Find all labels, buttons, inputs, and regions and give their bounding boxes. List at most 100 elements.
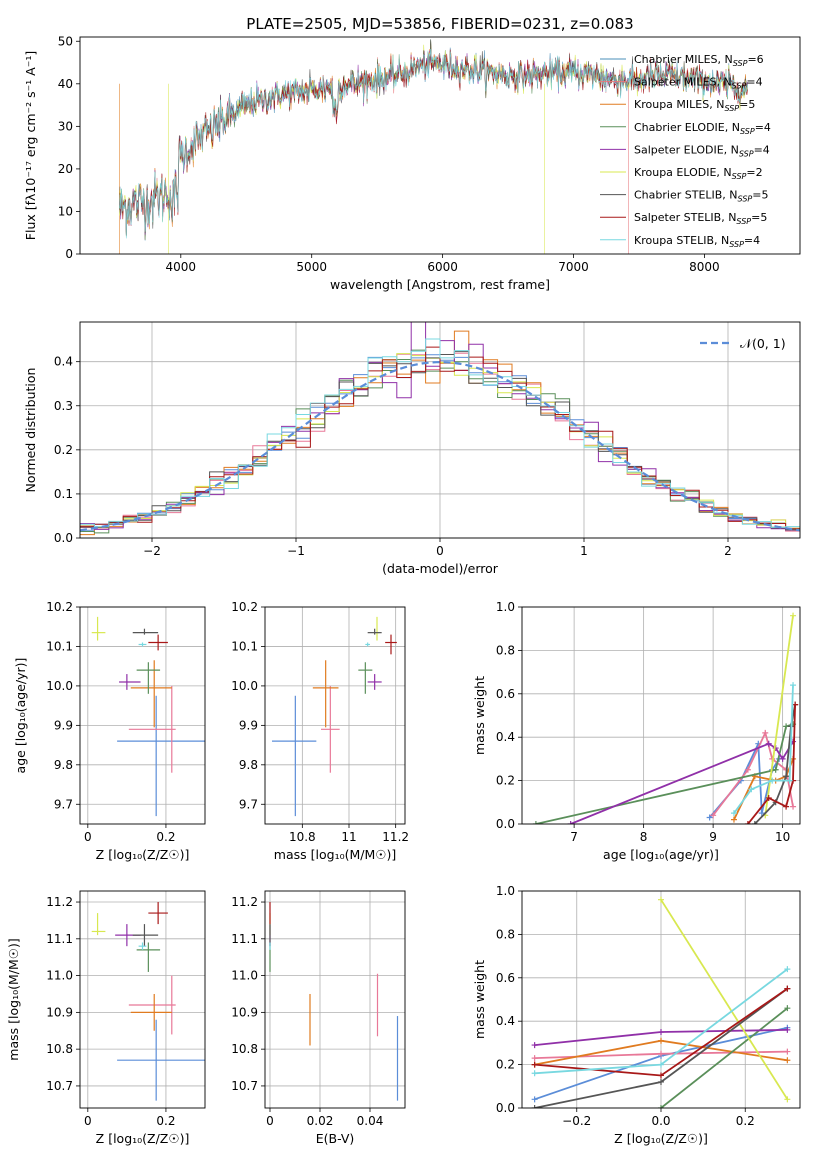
x-tick-label: 0 [266,1114,274,1128]
x-tick-label: −2 [143,544,161,558]
x-tick-label: 9 [709,830,717,844]
y-tick-label: 9.7 [54,797,73,811]
y-tick-label: 9.8 [239,758,258,772]
axes-frame [521,890,801,1109]
x-tick-label: 7000 [558,260,589,274]
plot-area [531,896,791,1108]
plot-area [91,902,205,1101]
weight-marker [532,821,539,824]
weight-marker [710,812,717,819]
weight-marker [531,1061,538,1068]
weight-marker [567,821,574,824]
x-axis-label: Z [log₁₀(Z/Z☉)] [96,1131,190,1146]
y-tick-label: 10 [58,204,73,218]
legend-label: Salpeter MILES, NSSP=4 [634,76,763,91]
panel-residuals: −2 −1 0 1 2 0.0 0.1 0.2 0.3 0.4 (data-model)/error… [23,321,801,576]
weight-marker [765,794,772,801]
spectrum-line [119,39,748,236]
figure-title: PLATE=2505, MJD=53856, FIBERID=0231, z=0… [246,15,633,33]
y-tick-label: 0.4 [54,355,73,369]
histogram-step [80,338,800,528]
y-tick-label: 11.1 [46,932,73,946]
y-tick-label: 30 [58,119,73,133]
x-tick-label: 0.04 [357,1114,384,1128]
x-axis-label: E(B-V) [316,1131,355,1146]
weight-marker [744,821,751,824]
y-tick-label: 1.0 [496,884,515,898]
y-axis-label: age [log₁₀(age/yr)] [13,658,28,774]
y-tick-label: 10.7 [46,1079,73,1093]
y-tick-label: 0.3 [54,399,73,413]
panel-spectrum: 4000 5000 6000 7000 8000 0 10 20 30 40 50 wavelengt… [23,34,801,292]
weight-marker [784,1048,791,1055]
x-tick-label: 0 [436,544,444,558]
weight-marker [531,1070,538,1077]
axes-frame [79,321,801,539]
plot-area [269,902,399,1101]
weight-marker [784,1057,791,1064]
y-tick-label: 10.0 [231,679,258,693]
y-tick-label: 0.2 [54,443,73,457]
y-tick-label: 11.2 [46,895,73,909]
axes-frame [264,890,406,1109]
x-tick-label: 0.0 [651,1114,670,1128]
weight-marker [658,1029,664,1036]
weight-marker [790,682,797,689]
y-tick-label: 0.0 [496,817,515,831]
weight-marker [783,803,790,810]
y-axis-label: Flux [fλ10⁻¹⁷ erg cm⁻² s⁻¹ A⁻¹] [23,51,38,240]
x-tick-label: −1 [287,544,305,558]
weight-marker [658,1078,664,1085]
weight-marker [790,803,797,810]
legend-label: Chabrier STELIB, NSSP=5 [634,189,768,204]
legend-label: Chabrier MILES, NSSP=6 [634,53,764,68]
y-axis-label: mass weight [472,676,487,755]
x-tick-label: 5000 [296,260,327,274]
x-axis-label: age [log₁₀(age/yr)] [603,847,719,862]
weight-marker [730,810,737,817]
weight-marker [769,777,776,784]
axes-frame [79,36,801,255]
y-tick-label: 0.4 [496,730,515,744]
weight-marker [784,966,791,973]
axes-frame [521,606,801,825]
x-axis-label: mass [log₁₀(M/M☉)] [274,847,396,862]
panel-mass_vs_EBV: 0 0.02 0.04 10.7 10.8 10.9 11.0 11.1 11.2 E(B-V) [231,890,406,1146]
x-tick-label: 2 [724,544,732,558]
x-axis-label: Z [log₁₀(Z/Z☉)] [96,847,190,862]
panel-weight_vs_age: 7 8 9 10 0.0 0.2 0.4 0.6 0.8 1.0 age [log₁₀(age/yr… [472,600,801,862]
weight-marker [758,810,765,817]
y-tick-label: 0.8 [496,643,515,657]
legend-label: 𝒩(0, 1) [740,336,786,351]
y-tick-label: 10.2 [231,600,258,614]
axes-frame [79,606,206,825]
spectrum-line [119,48,748,239]
weight-marker [772,766,779,773]
plot-area [80,322,800,536]
histogram-step [80,346,800,530]
x-tick-label: 0 [84,830,92,844]
legend-label: Salpeter ELODIE, NSSP=4 [634,143,770,158]
legend: Chabrier MILES, NSSP=6 Salpeter MILES, NS… [600,53,771,249]
axes-frame [79,890,206,1109]
y-tick-label: 40 [58,77,73,91]
plot-area [532,612,799,824]
legend-label: Kroupa ELODIE, NSSP=2 [634,166,763,181]
weight-marker [790,612,797,619]
x-tick-label: 11.2 [382,830,409,844]
x-axis-label: Z [log₁₀(Z/Z☉)] [614,1131,708,1146]
y-tick-label: 0.8 [496,927,515,941]
legend-label: Chabrier ELODIE, NSSP=4 [634,121,771,136]
weight-marker [784,1026,791,1033]
y-tick-label: 0 [65,247,73,261]
y-tick-label: 10.1 [231,639,258,653]
x-tick-label: 4000 [166,260,197,274]
y-tick-label: 50 [58,34,73,48]
y-tick-label: 1.0 [496,600,515,614]
weight-marker [784,1096,791,1103]
y-tick-label: 10.9 [46,1005,73,1019]
plot-area [272,616,397,817]
y-tick-label: 10.8 [46,1042,73,1056]
y-tick-label: 10.7 [231,1079,258,1093]
